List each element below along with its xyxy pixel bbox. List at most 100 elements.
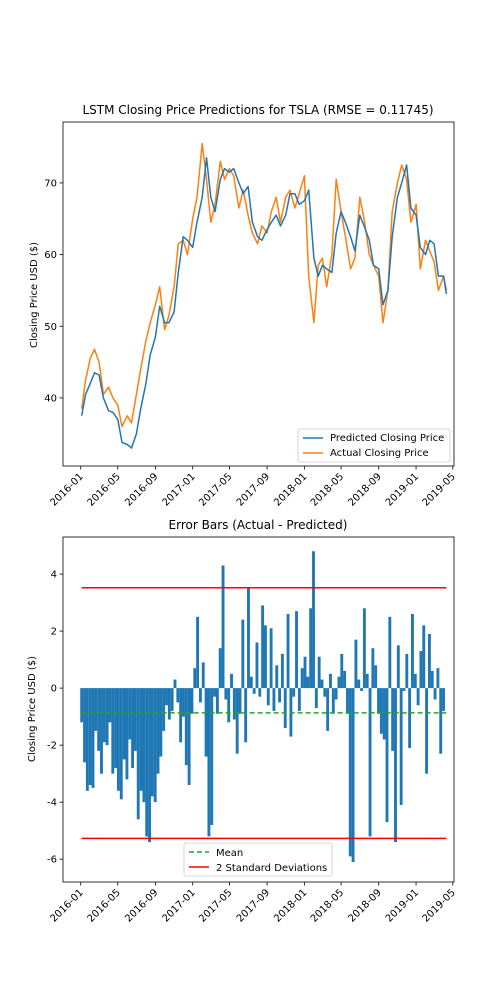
error-bar xyxy=(210,688,214,825)
error-bar xyxy=(221,565,225,689)
error-bar xyxy=(258,688,262,697)
error-bar xyxy=(249,676,253,689)
error-bar xyxy=(207,688,211,837)
error-bar xyxy=(343,671,347,689)
error-bar xyxy=(119,688,123,800)
error-bar xyxy=(317,656,321,689)
error-bar xyxy=(362,608,366,689)
error-bar xyxy=(117,688,120,791)
error-bar xyxy=(323,688,327,697)
error-bar xyxy=(297,688,301,711)
error-bar xyxy=(388,616,392,689)
error-bar xyxy=(173,679,177,689)
error-bar xyxy=(128,688,132,740)
error-bar xyxy=(136,688,140,820)
error-bar xyxy=(365,673,369,689)
error-bar xyxy=(371,648,375,689)
error-bar xyxy=(360,688,364,691)
error-bar xyxy=(320,679,324,689)
error-bar xyxy=(292,688,296,697)
error-ytick-label: -4 xyxy=(47,798,57,809)
price-chart-frame xyxy=(62,121,455,467)
error-bar xyxy=(80,688,84,723)
error-bar xyxy=(269,628,273,689)
error-bar xyxy=(196,616,200,689)
error-bar xyxy=(244,688,248,743)
error-bar xyxy=(85,688,89,791)
error-bar xyxy=(198,688,202,703)
error-bar xyxy=(150,688,154,797)
error-bar xyxy=(399,688,403,806)
error-bar xyxy=(391,688,395,751)
error-bar xyxy=(218,648,222,689)
error-bar xyxy=(382,688,386,740)
error-bar xyxy=(238,688,242,714)
error-bar xyxy=(427,633,431,689)
actual-price-line xyxy=(80,142,448,428)
error-bar xyxy=(184,688,188,766)
error-bar xyxy=(252,688,256,694)
error-bar xyxy=(286,613,290,689)
error-bar xyxy=(235,688,239,754)
price-legend-box xyxy=(297,428,451,463)
error-bar xyxy=(264,625,267,689)
error-bar xyxy=(442,688,445,711)
error-bar xyxy=(374,665,378,689)
error-bar xyxy=(280,653,284,689)
error-bar xyxy=(394,688,397,843)
error-bar xyxy=(306,676,310,689)
error-bar xyxy=(436,668,440,689)
error-bar xyxy=(413,673,417,689)
error-bar xyxy=(377,688,380,714)
error-chart-ylabel: Closing Price USD ($) xyxy=(27,656,38,762)
error-bar xyxy=(91,688,95,788)
error-ytick-label: 2 xyxy=(51,627,57,638)
error-bar xyxy=(159,688,163,757)
error-ytick-label: -2 xyxy=(47,741,57,752)
error-bar xyxy=(283,688,287,729)
error-bar xyxy=(102,688,106,743)
error-bar xyxy=(402,688,406,691)
price-chart-title: LSTM Closing Price Predictions for TSLA … xyxy=(82,103,433,117)
error-bar xyxy=(272,688,276,711)
error-bar xyxy=(331,688,335,714)
error-bar xyxy=(215,688,219,714)
error-bar xyxy=(187,688,191,786)
error-bar xyxy=(275,665,279,689)
error-bar xyxy=(148,688,151,843)
price-ytick-label: 50 xyxy=(44,322,57,333)
error-bar xyxy=(278,688,282,703)
actual-legend-label: Actual Closing Price xyxy=(330,448,429,459)
error-bar xyxy=(266,688,270,706)
error-bar xyxy=(419,651,423,689)
error-bar xyxy=(201,662,205,689)
error-bar xyxy=(408,688,412,748)
error-bar xyxy=(179,688,183,743)
error-bar xyxy=(430,671,434,689)
error-bar xyxy=(97,688,101,751)
price-ytick-label: 60 xyxy=(44,250,57,261)
error-bar xyxy=(122,688,126,760)
error-bar xyxy=(88,688,92,786)
error-bar xyxy=(105,688,109,746)
error-bar xyxy=(111,688,115,774)
error-bar xyxy=(337,676,341,689)
std-legend-label: 2 Standard Deviations xyxy=(216,863,327,874)
error-bar xyxy=(133,688,137,751)
error-bar xyxy=(300,668,304,689)
price-ytick-label: 70 xyxy=(44,178,57,189)
error-bar xyxy=(351,688,355,863)
error-bar xyxy=(261,605,265,689)
error-bar xyxy=(345,688,349,714)
error-bar xyxy=(354,639,358,689)
error-bar xyxy=(379,688,383,734)
error-legend-box xyxy=(183,842,333,877)
error-bar xyxy=(433,688,437,700)
error-chart-title: Error Bars (Actual - Predicted) xyxy=(169,518,348,532)
price-chart-legend: Predicted Closing Price Actual Closing P… xyxy=(297,428,451,463)
error-bar xyxy=(204,688,208,757)
error-bar xyxy=(340,653,344,689)
error-bar xyxy=(94,688,98,731)
